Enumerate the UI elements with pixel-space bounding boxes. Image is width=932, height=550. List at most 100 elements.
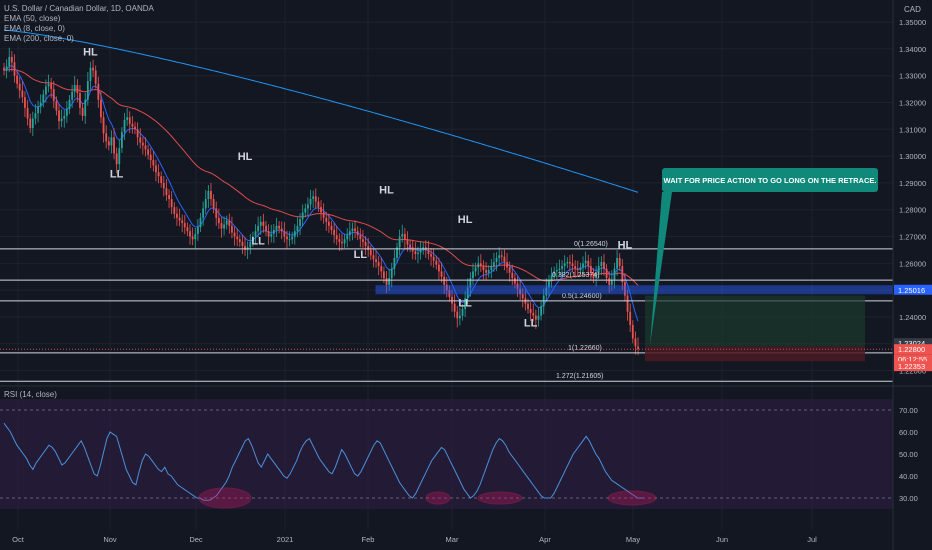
- candle-body: [128, 117, 131, 124]
- candle-body: [414, 251, 417, 254]
- candle-body: [458, 315, 461, 319]
- candle-body: [102, 117, 105, 134]
- candle-body: [558, 268, 561, 271]
- candle-body: [71, 91, 74, 100]
- candle-body: [76, 85, 79, 94]
- ema200-label[interactable]: EMA (200, close, 0): [4, 34, 74, 43]
- candle-body: [519, 288, 522, 295]
- candle-body: [123, 119, 126, 132]
- ema50-label[interactable]: EMA (50, close): [4, 14, 61, 23]
- candle-body: [45, 86, 47, 95]
- rsi-tick-label: 30.00: [899, 494, 918, 503]
- candle-body: [86, 81, 89, 100]
- candle-body: [89, 67, 92, 82]
- countdown-bg: [894, 354, 932, 365]
- candle-body: [362, 239, 364, 242]
- rsi-legend[interactable]: RSI (14, close): [4, 390, 57, 399]
- candle-body: [136, 129, 139, 138]
- annotation-callout[interactable]: WAIT FOR PRICE ACTION TO GO LONG ON THE …: [650, 168, 878, 345]
- support-zone: [375, 285, 894, 295]
- candle-body: [589, 266, 592, 273]
- candle-body: [170, 199, 173, 208]
- candle-body: [430, 253, 432, 257]
- candle-body: [511, 272, 514, 279]
- candle-body: [385, 278, 388, 285]
- time-tick-label: 2021: [277, 535, 294, 544]
- candle-body: [631, 325, 634, 339]
- candle-body: [126, 117, 129, 120]
- candle-body: [223, 224, 225, 229]
- candle-body: [582, 263, 584, 268]
- rsi-tick-label: 40.00: [899, 472, 918, 481]
- candle-body: [527, 303, 529, 309]
- candle-body: [189, 231, 191, 237]
- candle-body: [388, 278, 391, 285]
- candle-body: [280, 228, 283, 232]
- candle-body: [113, 137, 115, 154]
- ema8-label[interactable]: EMA (8, close, 0): [4, 24, 65, 33]
- time-tick-label: Mar: [446, 535, 459, 544]
- candle-body: [403, 233, 406, 240]
- callout-box: [662, 168, 878, 192]
- rsi-oversold-highlight: [607, 490, 657, 506]
- candle-body: [241, 241, 244, 246]
- candle-body: [448, 290, 451, 297]
- candle-body: [327, 221, 330, 226]
- candle-body: [173, 207, 176, 214]
- candle-body: [107, 141, 110, 146]
- candle-body: [377, 262, 380, 267]
- candle-body: [443, 276, 446, 285]
- candle-body: [228, 220, 231, 226]
- candle-body: [26, 107, 29, 119]
- candle-body: [367, 245, 370, 250]
- candle-body: [506, 262, 508, 268]
- symbol-title[interactable]: U.S. Dollar / Canadian Dollar, 1D, OANDA: [4, 4, 154, 13]
- countdown-label: 06:12:55: [898, 355, 927, 364]
- candle-body: [571, 263, 574, 267]
- rsi-oversold-highlight: [198, 487, 252, 509]
- swing-label: HL: [238, 151, 253, 163]
- candle-body: [566, 262, 569, 264]
- swing-label: HL: [458, 214, 473, 226]
- candle-body: [574, 266, 577, 269]
- candle-body: [301, 212, 304, 220]
- price-tick-label: 1.32000: [899, 99, 926, 108]
- candle-body: [63, 115, 66, 119]
- candle-body: [152, 160, 155, 166]
- candle-body: [131, 123, 134, 127]
- candle-body: [134, 126, 136, 130]
- candle-body: [482, 266, 485, 271]
- fib-label: 0(1.26540): [574, 241, 608, 248]
- candle-body: [252, 236, 254, 242]
- candle-body: [521, 294, 524, 299]
- candle-body: [624, 282, 626, 296]
- candle-body: [105, 133, 108, 142]
- candle-body: [569, 262, 571, 264]
- callout-text: WAIT FOR PRICE ACTION TO GO LONG ON THE …: [664, 176, 877, 185]
- candle-body: [283, 231, 286, 237]
- candle-body: [225, 220, 228, 225]
- candle-body: [79, 93, 81, 108]
- price-badge-c-bg: [894, 361, 932, 372]
- candle-body: [427, 249, 430, 254]
- candle-body: [540, 306, 542, 316]
- candle-body: [351, 228, 354, 232]
- candle-body: [296, 225, 299, 232]
- candle-body: [608, 278, 611, 285]
- candle-body: [634, 338, 637, 347]
- candle-body: [141, 142, 144, 146]
- candle-body: [532, 312, 535, 316]
- candle-body: [155, 165, 157, 173]
- candle-body: [207, 190, 210, 200]
- candle-body: [618, 258, 621, 267]
- candle-body: [393, 258, 396, 269]
- candle-body: [8, 56, 11, 67]
- candle-body: [199, 217, 202, 228]
- candle-body: [92, 67, 94, 71]
- candle-body: [13, 62, 16, 76]
- candle-body: [322, 212, 325, 218]
- candle-body: [204, 199, 207, 209]
- candle-body: [616, 258, 618, 269]
- candle-body: [183, 223, 186, 228]
